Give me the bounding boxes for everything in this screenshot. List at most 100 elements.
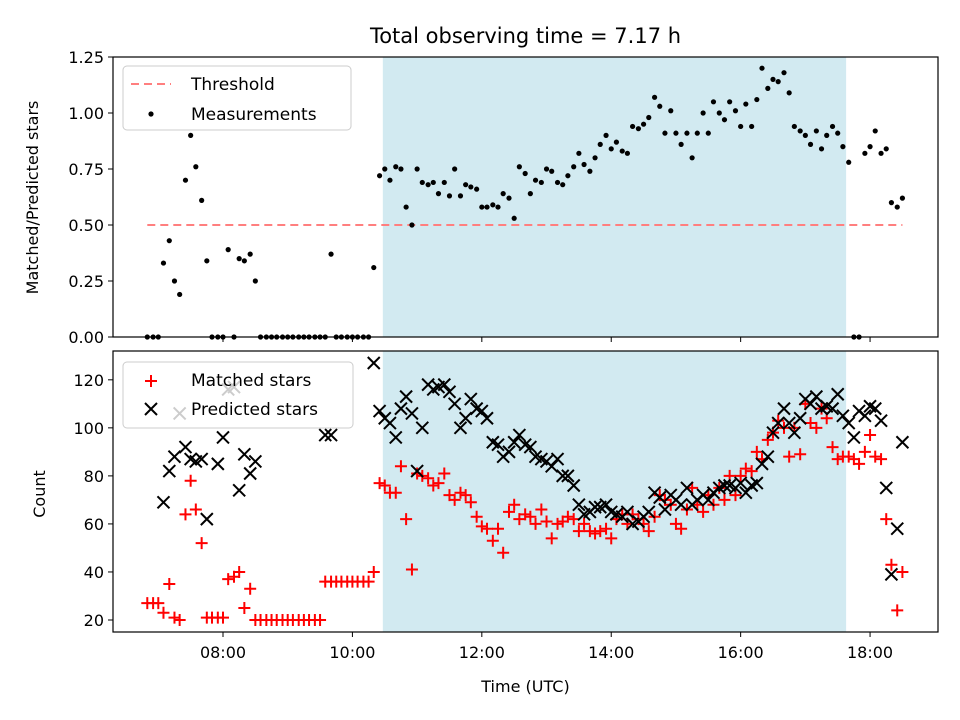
legend-measurements-swatch: [148, 111, 154, 117]
measurement-point: [797, 128, 803, 134]
measurement-point: [770, 76, 776, 82]
predicted-star-point: [399, 389, 413, 404]
matched-star-point: [492, 522, 504, 535]
measurement-point: [409, 222, 415, 228]
predicted-star-point: [383, 416, 397, 430]
predicted-star-point: [777, 401, 791, 416]
measurement-point: [705, 130, 711, 136]
matched-star-point: [896, 565, 909, 578]
matched-star-point: [642, 525, 655, 538]
predicted-star-point: [566, 478, 581, 493]
measurement-point: [818, 146, 825, 152]
x-axis-label: Time (UTC): [480, 677, 569, 696]
predicted-star-point: [884, 567, 899, 582]
legend-predicted-label: Predicted stars: [191, 400, 318, 420]
matched-star-point: [168, 611, 181, 624]
measurement-point: [619, 148, 625, 154]
matched-star-point: [189, 503, 202, 516]
predicted-star-point: [464, 392, 478, 406]
matched-star-point: [400, 513, 413, 526]
measurement-point: [538, 179, 544, 186]
measurement-point: [786, 90, 792, 96]
predicted-star-point: [167, 449, 182, 464]
predicted-star-point: [733, 476, 748, 490]
measurement-point: [694, 130, 700, 136]
measurement-point: [182, 177, 189, 183]
measurement-point: [802, 132, 808, 138]
top-axes-frame: [112, 56, 939, 338]
measurement-point: [824, 132, 830, 138]
matched-star-point: [470, 510, 483, 523]
measurement-point: [441, 179, 447, 186]
matched-star-point: [244, 582, 257, 595]
predicted-star-point: [324, 428, 338, 442]
predicted-star-point: [389, 430, 403, 445]
measurement-point: [888, 200, 895, 206]
predicted-star-point: [858, 409, 872, 423]
matched-star-point: [794, 448, 807, 461]
predicted-star-point: [453, 421, 468, 435]
measurement-point: [640, 121, 647, 127]
measurement-point: [657, 103, 663, 109]
measurement-point: [511, 215, 517, 221]
matched-star-point: [583, 525, 596, 538]
predicted-star-point: [847, 430, 861, 445]
measurement-point: [484, 204, 490, 210]
bottom-legend-frame: [122, 361, 354, 429]
predicted-star-point: [771, 416, 785, 430]
predicted-star-point: [475, 404, 489, 418]
matched-star-point: [831, 453, 844, 466]
predicted-star-point: [502, 445, 516, 459]
measurement-point: [463, 182, 469, 188]
predicted-star-point: [447, 397, 462, 411]
measurement-point: [684, 130, 690, 136]
measurement-point: [743, 101, 749, 107]
measurement-point: [236, 256, 242, 262]
predicted-star-point: [232, 483, 246, 498]
matched-star-point: [739, 462, 752, 475]
measurement-point: [506, 195, 512, 201]
measurement-point: [490, 202, 496, 208]
top-y-tick-label: 1.25: [68, 48, 104, 67]
matched-star-point: [362, 575, 375, 588]
predicted-star-point: [701, 493, 716, 507]
matched-star-point: [497, 546, 510, 559]
measurement-point: [371, 264, 377, 271]
bottom-observing-window: [382, 351, 847, 632]
measurement-point: [791, 123, 797, 130]
matched-star-point: [152, 597, 165, 610]
measurement-point: [662, 130, 668, 136]
measurement-point: [651, 94, 658, 100]
measurement-point: [759, 65, 765, 71]
predicted-star-point: [658, 502, 672, 517]
matched-star-point: [535, 503, 548, 516]
predicted-star-point: [367, 356, 381, 370]
measurement-point: [727, 99, 733, 105]
measurement-point: [872, 128, 878, 134]
matched-star-point: [891, 604, 904, 617]
matched-star-point: [163, 577, 176, 590]
matched-star-point: [734, 469, 747, 482]
measurement-point: [328, 251, 334, 257]
measurement-point: [516, 164, 522, 170]
matched-star-point: [179, 508, 192, 521]
predicted-star-point: [572, 498, 586, 512]
measurement-point: [452, 166, 458, 172]
predicted-star-point: [830, 387, 845, 401]
predicted-star-point: [248, 454, 263, 469]
measurement-point: [775, 79, 781, 85]
bottom-axes-frame: [112, 350, 939, 633]
measurement-point: [624, 150, 631, 156]
measurement-point: [716, 110, 722, 116]
matched-star-point: [486, 534, 499, 547]
measurement-point: [225, 247, 231, 253]
predicted-star-point: [642, 505, 656, 519]
matched-star-point: [567, 513, 580, 526]
measurement-point: [765, 85, 771, 91]
predicted-star-point: [680, 481, 694, 495]
predicted-star-point: [156, 495, 171, 510]
matched-star-point: [222, 573, 235, 586]
measurement-point: [581, 161, 587, 168]
measurement-point: [376, 173, 383, 179]
